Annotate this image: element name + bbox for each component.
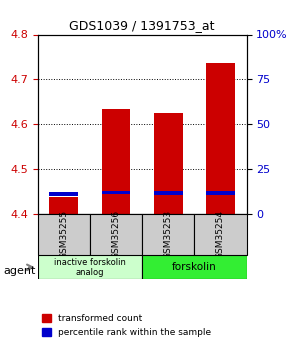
Text: GSM35253: GSM35253 [164,210,173,259]
Text: agent: agent [3,266,35,276]
Title: GDS1039 / 1391753_at: GDS1039 / 1391753_at [69,19,215,32]
FancyBboxPatch shape [142,214,194,255]
Bar [102,109,130,214]
FancyBboxPatch shape [90,214,142,255]
Bar [206,63,235,214]
Bar [206,191,235,195]
Text: GSM35255: GSM35255 [59,210,68,259]
Bar [49,197,78,214]
Bar [102,190,130,194]
Bar [154,113,183,214]
Text: forskolin: forskolin [172,263,217,272]
FancyBboxPatch shape [142,255,246,279]
Legend: transformed count, percentile rank within the sample: transformed count, percentile rank withi… [42,314,212,337]
Text: inactive forskolin
analog: inactive forskolin analog [54,258,126,277]
Bar [154,191,183,195]
FancyBboxPatch shape [38,255,142,279]
Bar [49,192,78,196]
Text: GSM35256: GSM35256 [111,210,121,259]
FancyBboxPatch shape [194,214,246,255]
FancyBboxPatch shape [38,214,90,255]
Text: GSM35254: GSM35254 [216,210,225,259]
